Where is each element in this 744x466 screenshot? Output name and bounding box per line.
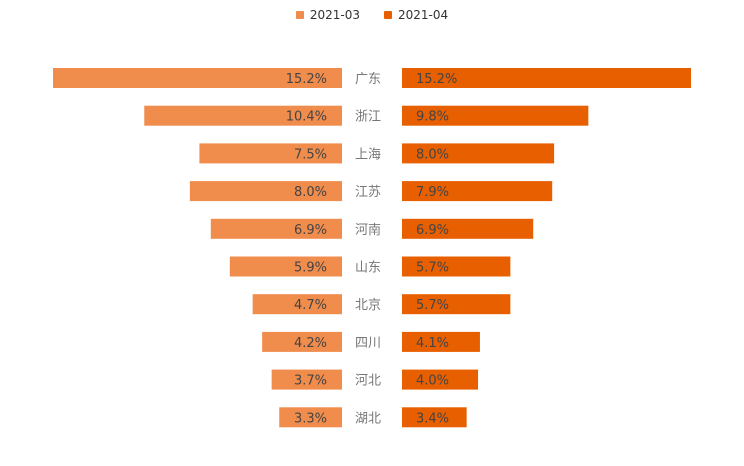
bar-series-1-10[interactable]	[279, 407, 342, 428]
data-label-series-2-3: 8.0%	[416, 147, 449, 162]
data-label-series-2-1: 15.2%	[416, 72, 457, 87]
data-label-series-1-8: 4.2%	[294, 336, 327, 351]
bar-series-1-5[interactable]	[210, 218, 342, 239]
data-label-series-2-5: 6.9%	[416, 223, 449, 238]
data-label-series-1-4: 8.0%	[294, 185, 327, 200]
data-label-series-1-3: 7.5%	[294, 147, 327, 162]
data-label-series-1-2: 10.4%	[286, 110, 327, 125]
bar-series-1-1[interactable]	[53, 68, 342, 88]
chart-legend: 2021-03 2021-04	[0, 7, 744, 23]
category-label-7: 北京	[355, 298, 381, 313]
bar-series-2-1[interactable]	[402, 68, 691, 88]
category-label-1: 广东	[355, 72, 381, 87]
data-label-series-1-6: 5.9%	[294, 261, 327, 276]
legend-label-series-2: 2021-04	[398, 8, 449, 22]
category-label-6: 山东	[355, 261, 381, 276]
data-label-series-2-6: 5.7%	[416, 261, 449, 276]
category-label-5: 河南	[355, 222, 381, 238]
data-label-series-1-10: 3.3%	[294, 411, 327, 426]
bar-series-2-10[interactable]	[402, 407, 467, 428]
data-label-series-2-9: 4.0%	[416, 374, 449, 389]
bar-series-1-9[interactable]	[271, 369, 342, 390]
legend-item-series-1[interactable]: 2021-03	[295, 8, 360, 22]
data-label-series-1-5: 6.9%	[294, 223, 327, 238]
bar-series-1-6[interactable]	[229, 256, 342, 277]
category-label-10: 湖北	[355, 411, 381, 426]
category-label-8: 四川	[355, 336, 381, 351]
bar-series-2-5[interactable]	[402, 218, 534, 239]
category-label-9: 河北	[355, 374, 381, 389]
data-label-series-1-1: 15.2%	[286, 72, 327, 87]
bar-series-2-8[interactable]	[402, 331, 480, 352]
bar-series-2-4[interactable]	[402, 181, 553, 202]
bar-series-1-2[interactable]	[144, 105, 342, 126]
legend-swatch-series-1	[295, 11, 304, 19]
data-label-series-2-2: 9.8%	[416, 110, 449, 125]
bar-series-1-3[interactable]	[199, 143, 342, 164]
legend-label-series-1: 2021-03	[309, 8, 360, 22]
bar-series-1-7[interactable]	[252, 294, 342, 315]
legend-item-series-2[interactable]: 2021-04	[384, 8, 448, 22]
bar-series-2-9[interactable]	[402, 369, 479, 390]
bar-series-2-3[interactable]	[402, 143, 555, 164]
category-label-4: 江苏	[355, 184, 381, 200]
bar-series-1-8[interactable]	[262, 331, 342, 352]
data-label-series-2-10: 3.4%	[416, 411, 449, 426]
category-label-3: 上海	[355, 147, 381, 162]
bar-series-1-4[interactable]	[189, 181, 342, 202]
bar-series-2-2[interactable]	[402, 105, 589, 126]
data-label-series-2-8: 4.1%	[416, 336, 449, 351]
bar-series-2-6[interactable]	[402, 256, 511, 277]
data-label-series-1-9: 3.7%	[294, 374, 327, 389]
data-label-series-2-4: 7.9%	[416, 185, 449, 200]
category-label-2: 浙江	[355, 110, 381, 125]
bar-series-2-7[interactable]	[402, 294, 511, 315]
legend-swatch-series-2	[384, 11, 392, 19]
data-label-series-2-7: 5.7%	[416, 298, 449, 313]
data-label-series-1-7: 4.7%	[294, 298, 327, 313]
